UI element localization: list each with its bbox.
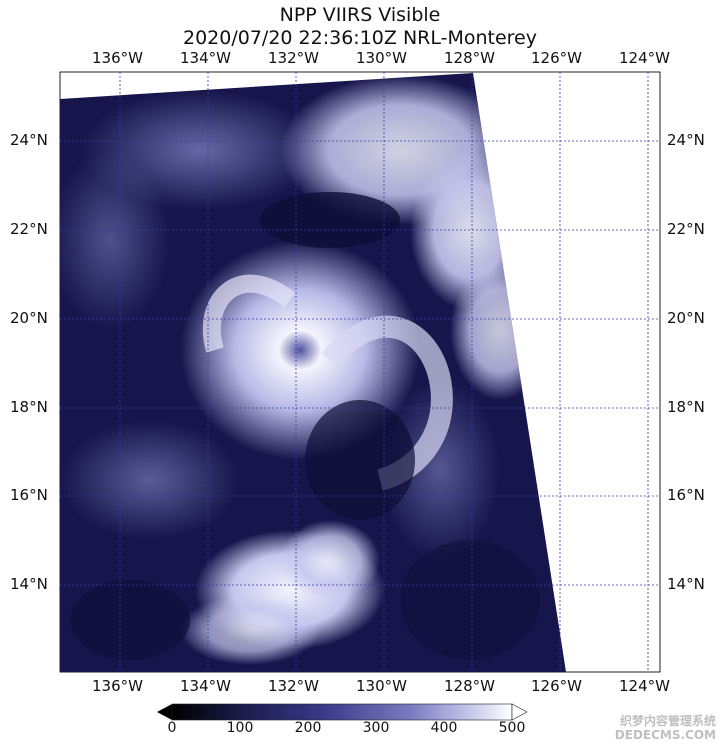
lat-label-right: 20°N [667,309,705,327]
lat-label-left: 18°N [10,398,48,416]
lon-label-bottom: 124°W [619,677,670,695]
lat-label-right: 18°N [667,398,705,416]
colorbar-tick: 500 [498,720,526,736]
lat-label-right: 24°N [667,131,705,149]
lon-label-top: 126°W [531,49,582,67]
lon-label-bottom: 136°W [92,677,143,695]
colorbar-tick: 400 [430,720,458,736]
lat-label-right: 22°N [667,220,705,238]
lat-label-right: 14°N [667,575,705,593]
colorbar-min-arrow [157,704,172,720]
colorbar-tick: 0 [167,720,177,736]
lon-label-bottom: 134°W [180,677,231,695]
image-subtitle: 2020/07/20 22:36:10Z NRL-Monterey [183,27,537,49]
lon-label-bottom: 132°W [268,677,319,695]
lon-label-bottom: 130°W [356,677,407,695]
lon-label-top: 132°W [268,49,319,67]
lon-label-top: 130°W [356,49,407,67]
colorbar [171,703,513,721]
lon-label-top: 134°W [180,49,231,67]
colorbar-tick: 200 [294,720,322,736]
lon-label-top: 136°W [92,49,143,67]
lat-label-right: 16°N [667,486,705,504]
lon-label-top: 128°W [444,49,495,67]
lon-label-top: 124°W [619,49,670,67]
colorbar-max-arrow [511,703,528,721]
lat-label-left: 20°N [10,309,48,327]
colorbar-tick: 300 [362,720,390,736]
image-title: NPP VIIRS Visible [279,4,441,26]
lon-label-bottom: 128°W [444,677,495,695]
lat-label-left: 14°N [10,575,48,593]
graticule [60,72,660,672]
watermark-line2: DEDECMS.COM [614,728,716,742]
watermark: 织梦内容管理系统 DEDECMS.COM [615,714,716,742]
watermark-line1: 织梦内容管理系统 [619,714,716,728]
colorbar-tick: 100 [226,720,254,736]
lat-label-left: 16°N [10,486,48,504]
lat-label-left: 22°N [10,220,48,238]
lat-label-left: 24°N [10,131,48,149]
lon-label-bottom: 126°W [531,677,582,695]
